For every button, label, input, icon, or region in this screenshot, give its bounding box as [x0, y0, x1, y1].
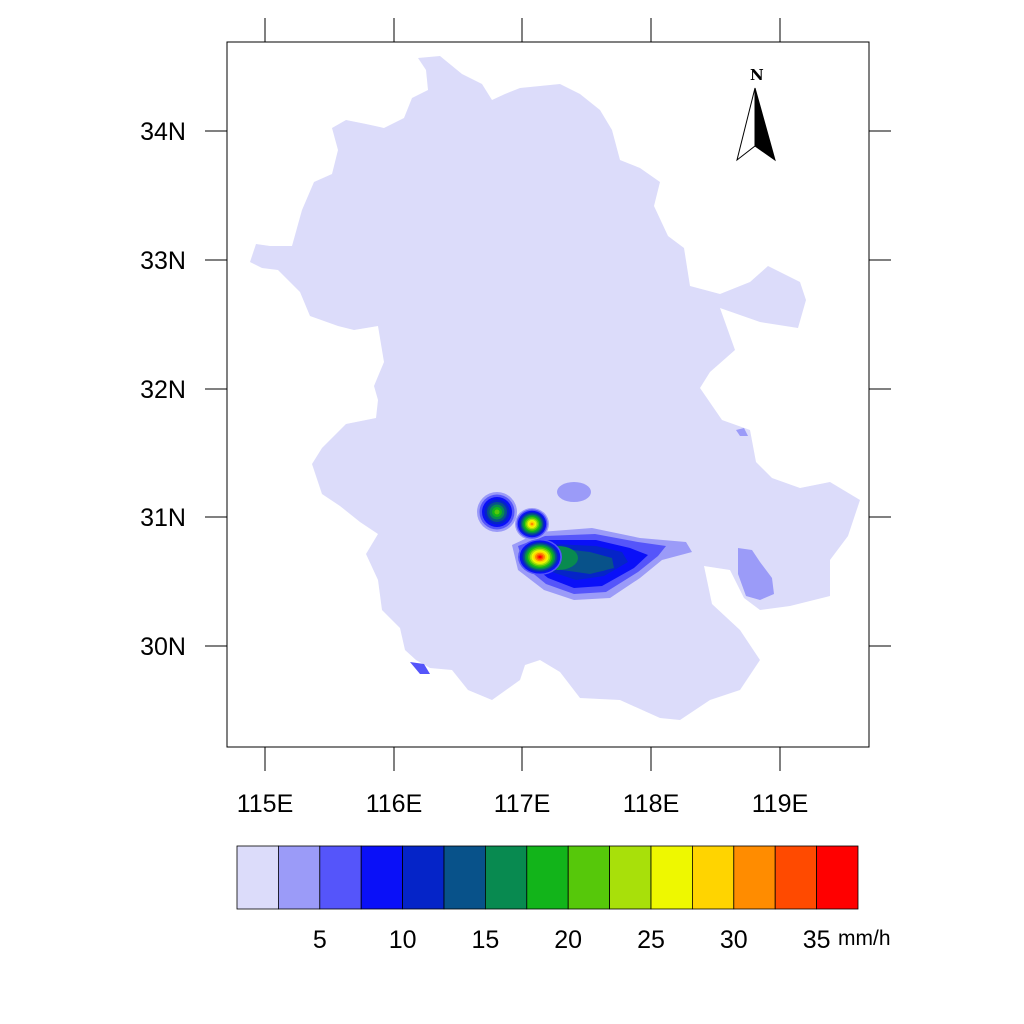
colorbar-tick-label: 10	[389, 926, 417, 954]
colorbar-tick-label: 25	[637, 926, 665, 954]
weak-patch-east	[738, 548, 774, 600]
colorbar-swatch	[277, 845, 321, 910]
x-tick-label: 115E	[237, 790, 294, 818]
colorbar-tick-label: 30	[720, 926, 748, 954]
y-axis: 34N 33N 32N 31N 30N	[140, 118, 891, 661]
colorbar-swatch	[774, 845, 818, 910]
north-label: N	[750, 66, 764, 84]
cell-ring	[538, 555, 542, 559]
colorbar-swatch	[692, 845, 735, 910]
colorbar-swatch	[816, 845, 859, 910]
colorbar-tick-label: 5	[313, 926, 327, 954]
province-region	[250, 56, 860, 720]
colorbar-swatch	[650, 845, 693, 910]
colorbar-tick-label: 15	[471, 926, 499, 954]
colorbar-swatch	[526, 845, 569, 910]
y-tick-label: 30N	[140, 633, 186, 661]
x-axis: 115E 116E 117E 118E 119E	[237, 18, 809, 818]
colorbar-swatch	[733, 845, 776, 910]
x-tick-label: 119E	[752, 790, 809, 818]
rain-band-level-6	[576, 556, 612, 572]
colorbar-swatch	[609, 845, 652, 910]
patch-southwest-edge	[410, 662, 430, 674]
map-frame	[226, 41, 870, 748]
colorbar-swatch	[236, 845, 279, 910]
x-tick-label: 116E	[366, 790, 423, 818]
y-tick-label: 31N	[140, 504, 186, 532]
cell-west	[477, 492, 517, 532]
colorbar-unit: mm/h	[838, 927, 891, 950]
weak-patch-northeast-border	[736, 428, 748, 436]
colorbar	[236, 845, 859, 910]
colorbar-labels: 5 10 15 20 25 30 35	[313, 926, 831, 954]
colorbar-swatch	[360, 845, 404, 910]
cell-ring	[494, 509, 500, 515]
y-tick-label: 33N	[140, 247, 186, 275]
y-tick-label: 32N	[140, 376, 186, 404]
x-tick-label: 118E	[623, 790, 680, 818]
colorbar-tick-label: 20	[554, 926, 582, 954]
patch-center-north	[557, 482, 591, 502]
colorbar-swatch	[567, 845, 611, 910]
colorbar-swatch	[484, 845, 528, 910]
colorbar-swatch	[443, 845, 486, 910]
cell-middle	[515, 508, 549, 540]
north-arrow-icon: N	[736, 66, 776, 162]
colorbar-swatch	[402, 845, 445, 910]
cell-ring	[530, 522, 534, 526]
y-tick-label: 34N	[140, 118, 186, 146]
colorbar-swatch	[319, 845, 362, 910]
cell-main	[518, 539, 562, 575]
colorbar-tick-label: 35	[803, 926, 831, 954]
x-tick-label: 117E	[494, 790, 551, 818]
